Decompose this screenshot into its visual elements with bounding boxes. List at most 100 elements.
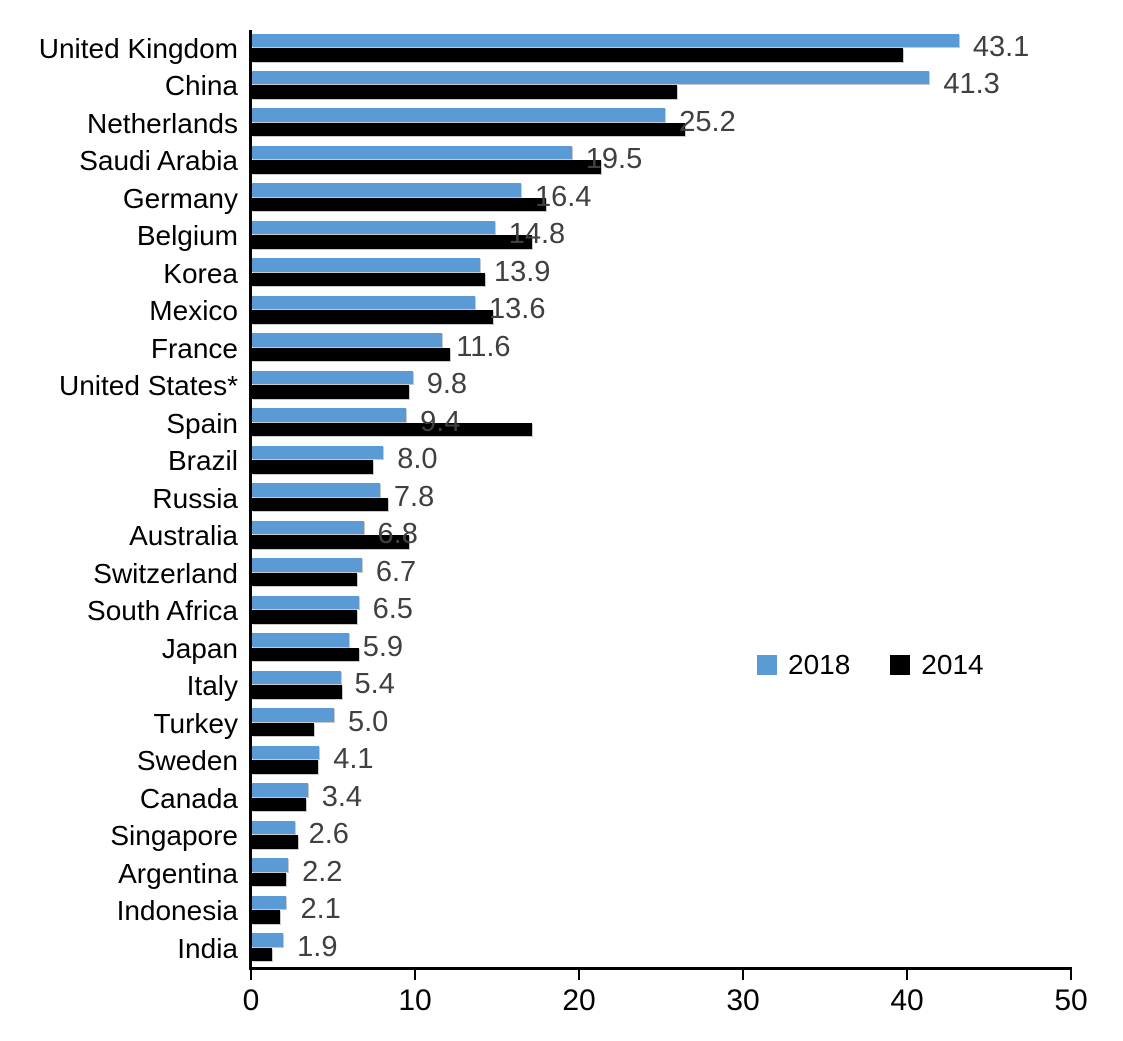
- bar-2014: [252, 48, 904, 62]
- bar-2018: [252, 445, 384, 460]
- category-label: Brazil: [167, 445, 238, 477]
- bar-2018: [252, 370, 413, 385]
- category-label: China: [164, 70, 238, 102]
- x-axis-tick: [414, 969, 416, 980]
- legend-item-2018: 2018: [757, 651, 850, 679]
- x-axis-tick-label: 40: [890, 984, 924, 1017]
- data-label: 3.4: [321, 780, 363, 813]
- x-axis-tick: [906, 969, 908, 980]
- bar-2018: [252, 33, 959, 47]
- data-label: 14.8: [508, 218, 566, 251]
- data-label: 5.9: [362, 630, 404, 663]
- bar-group-australia: 6.8: [252, 517, 1072, 554]
- bar-2014: [252, 722, 315, 737]
- bar-group-singapore: 2.6: [252, 817, 1072, 854]
- bar-2014: [252, 197, 546, 212]
- bar-2018: [252, 858, 289, 872]
- bar-2014: [252, 797, 307, 812]
- bar-group-brazil: 8.0: [252, 442, 1072, 479]
- data-label: 13.9: [493, 255, 551, 288]
- bar-2018: [252, 483, 380, 497]
- data-label: 2.2: [302, 855, 343, 888]
- bar-2018: [252, 183, 521, 197]
- bar-2018: [252, 333, 443, 347]
- category-label: France: [150, 332, 238, 364]
- bar-group-turkey: 5.0: [252, 705, 1072, 742]
- plot-area: 43.1 41.3 25.2 19.5 16.4 14.8 13.9 13.6 11.6 9.8 9…: [249, 30, 1072, 970]
- bar-2014: [252, 685, 343, 699]
- bar-2018: [252, 558, 362, 572]
- category-label: India: [177, 932, 238, 964]
- bar-group-saudi-arabia: 19.5: [252, 142, 1072, 179]
- legend: 2018 2014: [757, 649, 984, 680]
- category-label: Korea: [163, 257, 238, 289]
- data-label: 6.7: [375, 555, 417, 588]
- bar-2014: [252, 947, 272, 962]
- legend-item-2014: 2014: [890, 649, 984, 680]
- bar-group-switzerland: 6.7: [252, 555, 1072, 592]
- bar-2018: [252, 145, 572, 160]
- data-label: 2.6: [308, 818, 349, 851]
- x-axis-tick-label: 0: [242, 984, 260, 1017]
- bar-2018: [252, 220, 495, 235]
- category-label: Spain: [166, 407, 238, 439]
- bar-2018: [252, 108, 666, 122]
- data-label: 9.4: [420, 405, 461, 438]
- bar-2018: [252, 258, 480, 272]
- bar-2014: [252, 572, 357, 587]
- x-axis-tick: [742, 969, 744, 980]
- x-axis-tick-label: 20: [562, 984, 596, 1017]
- bar-2014: [252, 535, 410, 549]
- bar-2018: [252, 820, 295, 835]
- x-axis-tick: [250, 969, 252, 980]
- bar-2014: [252, 385, 410, 399]
- bar-2018: [252, 408, 407, 422]
- bar-2018: [252, 295, 476, 310]
- data-label: 8.0: [397, 443, 438, 476]
- bar-2014: [252, 235, 533, 249]
- data-label: 6.5: [372, 593, 413, 626]
- category-label: Turkey: [153, 707, 238, 739]
- bar-2018: [252, 633, 349, 647]
- data-label: 6.8: [377, 518, 418, 551]
- bar-group-spain: 9.4: [252, 405, 1072, 442]
- bar-2014: [252, 272, 485, 287]
- bar-group-france: 11.6: [252, 330, 1072, 367]
- bar-group-korea: 13.9: [252, 255, 1072, 292]
- data-label: 7.8: [393, 480, 435, 513]
- category-label: United Kingdom: [38, 33, 238, 64]
- bar-group-india: 1.9: [252, 930, 1072, 967]
- x-axis-tick: [578, 969, 580, 980]
- category-label: Sweden: [136, 745, 238, 777]
- data-label: 11.6: [456, 330, 511, 363]
- bar-group-netherlands: 25.2: [252, 105, 1072, 142]
- category-label: Russia: [152, 482, 238, 514]
- data-label: 13.6: [489, 293, 546, 326]
- bar-group-mexico: 13.6: [252, 292, 1072, 329]
- bar-2014: [252, 160, 602, 174]
- legend-label-2014: 2014: [921, 649, 984, 680]
- data-label: 4.1: [333, 743, 374, 776]
- bar-2018: [252, 895, 287, 910]
- bar-group-china: 41.3: [252, 67, 1072, 104]
- bar-group-germany: 16.4: [252, 180, 1072, 217]
- bar-group-south-africa: 6.5: [252, 592, 1072, 629]
- bar-2018: [252, 520, 364, 535]
- bar-2014: [252, 422, 533, 437]
- bar-2018: [252, 933, 284, 947]
- bar-2014: [252, 310, 494, 324]
- bar-2014: [252, 910, 280, 924]
- bar-group-indonesia: 2.1: [252, 892, 1072, 929]
- data-label: 19.5: [585, 143, 643, 176]
- bar-group-sweden: 4.1: [252, 742, 1072, 779]
- data-label: 43.1: [972, 31, 1030, 63]
- bar-2014: [252, 122, 685, 137]
- category-label: Italy: [186, 670, 238, 702]
- category-label: Indonesia: [116, 895, 238, 927]
- category-label: Singapore: [110, 820, 238, 852]
- category-label: Australia: [129, 520, 238, 552]
- data-label: 41.3: [943, 68, 1000, 101]
- x-axis-tick: [1070, 969, 1072, 980]
- category-label: Mexico: [149, 295, 238, 327]
- x-axis-tick-label: 10: [398, 984, 432, 1017]
